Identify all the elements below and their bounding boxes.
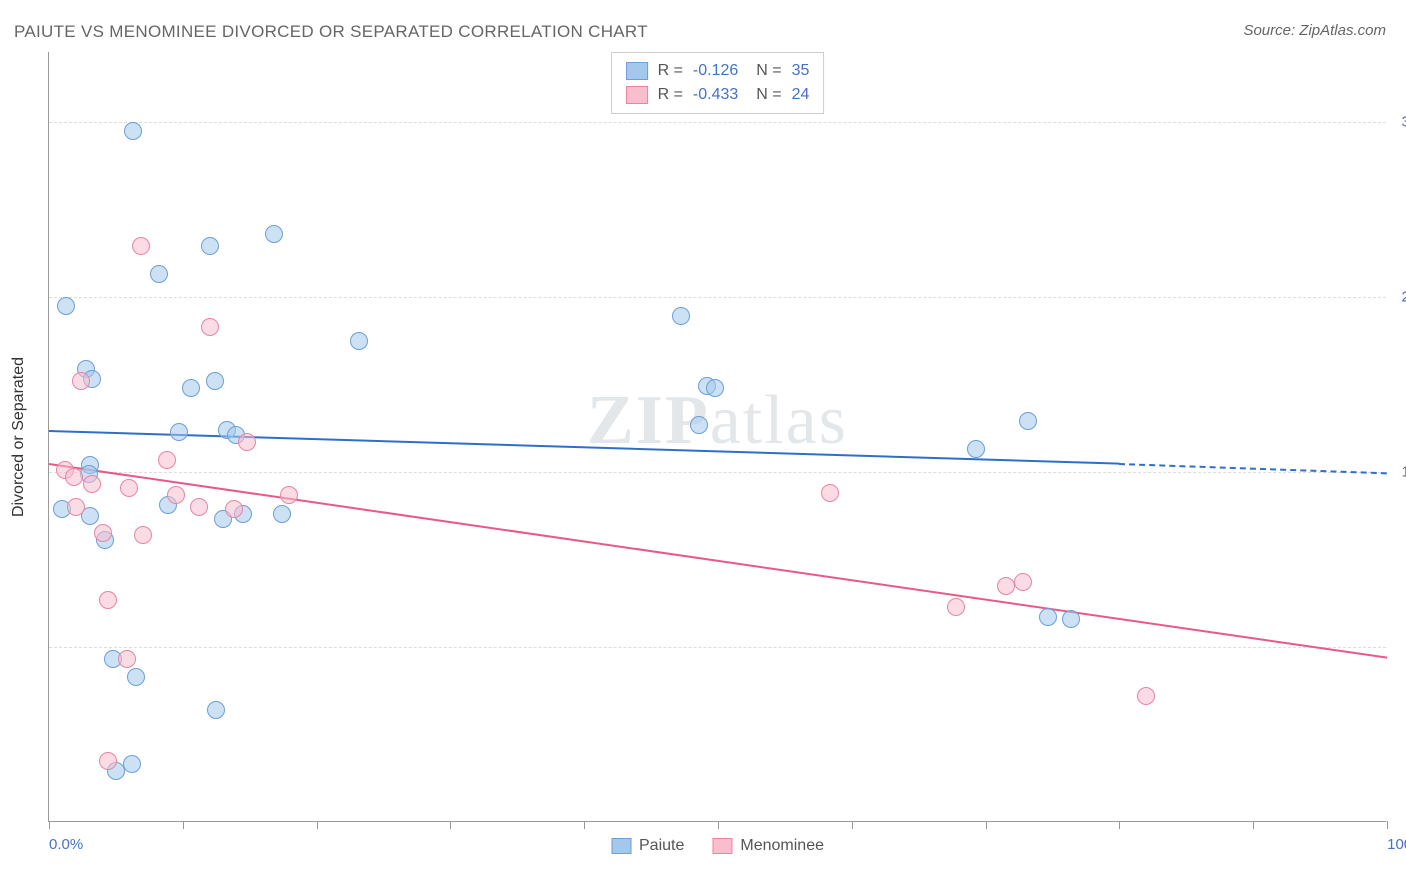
data-point [182, 379, 200, 397]
y-tick-label: 7.5% [1390, 639, 1406, 656]
chart-container: PAIUTE VS MENOMINEE DIVORCED OR SEPARATE… [0, 0, 1406, 892]
x-tick [317, 821, 318, 829]
gridline [49, 647, 1386, 648]
swatch-menominee-icon [626, 86, 648, 104]
data-point [1137, 687, 1155, 705]
legend-n-value-menominee: 24 [792, 83, 810, 107]
y-tick-label: 15.0% [1390, 464, 1406, 481]
legend-n-label: N = [756, 59, 781, 83]
legend-item-menominee: Menominee [712, 837, 824, 855]
plot-area: Divorced or Separated 0.0% 100.0% ZIPatl… [48, 52, 1386, 822]
trend-line [49, 430, 1119, 465]
x-tick [852, 821, 853, 829]
data-point [238, 433, 256, 451]
trend-line [49, 463, 1387, 659]
data-point [94, 524, 112, 542]
x-tick [183, 821, 184, 829]
x-tick [450, 821, 451, 829]
x-tick [584, 821, 585, 829]
data-point [997, 577, 1015, 595]
data-point [265, 225, 283, 243]
data-point [350, 332, 368, 350]
data-point [134, 526, 152, 544]
data-point [170, 423, 188, 441]
legend-r-value-paiute: -0.126 [693, 59, 738, 83]
legend-r-label: R = [658, 83, 683, 107]
data-point [190, 498, 208, 516]
legend-r-value-menominee: -0.433 [693, 83, 738, 107]
legend-stats-row-paiute: R = -0.126 N = 35 [626, 59, 810, 83]
data-point [123, 755, 141, 773]
gridline [49, 122, 1386, 123]
x-tick [986, 821, 987, 829]
data-point [99, 591, 117, 609]
legend-label-paiute: Paiute [639, 837, 684, 855]
data-point [158, 451, 176, 469]
data-point [120, 479, 138, 497]
data-point [821, 484, 839, 502]
data-point [1062, 610, 1080, 628]
x-tick [1253, 821, 1254, 829]
x-tick [1387, 821, 1388, 829]
source-label: Source: ZipAtlas.com [1243, 22, 1386, 39]
data-point [225, 500, 243, 518]
data-point [280, 486, 298, 504]
y-tick-label: 22.5% [1390, 289, 1406, 306]
data-point [83, 475, 101, 493]
x-tick [49, 821, 50, 829]
data-point [207, 701, 225, 719]
data-point [947, 598, 965, 616]
data-point [167, 486, 185, 504]
data-point [201, 318, 219, 336]
data-point [706, 379, 724, 397]
data-point [65, 468, 83, 486]
data-point [273, 505, 291, 523]
gridline [49, 472, 1386, 473]
legend-label-menominee: Menominee [740, 837, 824, 855]
data-point [1014, 573, 1032, 591]
data-point [99, 752, 117, 770]
data-point [124, 122, 142, 140]
x-axis-label-min: 0.0% [49, 836, 83, 853]
data-point [132, 237, 150, 255]
data-point [690, 416, 708, 434]
data-point [967, 440, 985, 458]
swatch-menominee-icon [712, 838, 732, 854]
y-tick-label: 30.0% [1390, 114, 1406, 131]
gridline [49, 297, 1386, 298]
data-point [1039, 608, 1057, 626]
data-point [67, 498, 85, 516]
data-point [57, 297, 75, 315]
legend-stats-row-menominee: R = -0.433 N = 24 [626, 83, 810, 107]
data-point [118, 650, 136, 668]
x-axis-label-max: 100.0% [1387, 836, 1406, 853]
data-point [127, 668, 145, 686]
legend-series: Paiute Menominee [611, 837, 824, 855]
x-tick [1119, 821, 1120, 829]
swatch-paiute-icon [626, 62, 648, 80]
data-point [150, 265, 168, 283]
legend-r-label: R = [658, 59, 683, 83]
legend-n-label: N = [756, 83, 781, 107]
legend-n-value-paiute: 35 [792, 59, 810, 83]
data-point [206, 372, 224, 390]
data-point [1019, 412, 1037, 430]
x-tick [718, 821, 719, 829]
data-point [672, 307, 690, 325]
chart-title: PAIUTE VS MENOMINEE DIVORCED OR SEPARATE… [14, 22, 648, 42]
legend-item-paiute: Paiute [611, 837, 684, 855]
y-axis-title: Divorced or Separated [10, 356, 28, 516]
legend-stats: R = -0.126 N = 35 R = -0.433 N = 24 [611, 52, 825, 114]
data-point [72, 372, 90, 390]
data-point [201, 237, 219, 255]
swatch-paiute-icon [611, 838, 631, 854]
